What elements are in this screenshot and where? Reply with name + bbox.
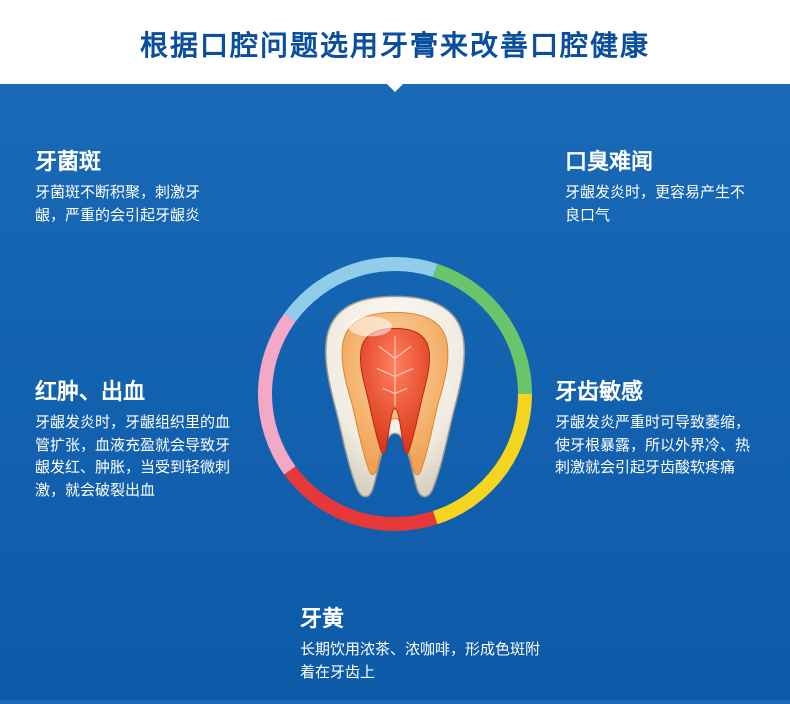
item-sensitivity: 牙齿敏感 牙龈发炎严重时可导致萎缩，使牙根暴露，所以外界冷、热刺激就会引起牙齿酸…: [555, 374, 755, 480]
item-bleeding: 红肿、出血 牙龈发炎时，牙龈组织里的血管扩张，血液充盈就会导致牙龈发红、肿胀，当…: [35, 374, 235, 502]
item-title: 口臭难闻: [565, 144, 755, 176]
item-desc: 牙龈发炎时，更容易产生不良口气: [565, 182, 755, 227]
item-desc: 牙龈发炎时，牙龈组织里的血管扩张，血液充盈就会导致牙龈发红、肿胀，当受到轻微刺激…: [35, 412, 235, 502]
content-area: 牙菌斑 牙菌斑不断积聚，刺激牙龈，严重的会引起牙龈炎 口臭难闻 牙龈发炎时，更容…: [0, 84, 790, 704]
item-desc: 牙菌斑不断积聚，刺激牙龈，严重的会引起牙龈炎: [35, 182, 225, 227]
item-yellowing: 牙黄 长期饮用浓茶、浓咖啡，形成色斑附着在牙齿上: [300, 601, 540, 684]
main-title: 根据口腔问题选用牙膏来改善口腔健康: [0, 24, 790, 64]
item-title: 红肿、出血: [35, 374, 235, 406]
item-title: 牙黄: [300, 601, 540, 633]
tooth-illustration: [305, 288, 485, 508]
item-title: 牙菌斑: [35, 144, 225, 176]
item-plaque: 牙菌斑 牙菌斑不断积聚，刺激牙龈，严重的会引起牙龈炎: [35, 144, 225, 227]
item-desc: 牙龈发炎严重时可导致萎缩，使牙根暴露，所以外界冷、热刺激就会引起牙齿酸软疼痛: [555, 412, 755, 480]
header: 根据口腔问题选用牙膏来改善口腔健康: [0, 0, 790, 84]
item-bad-breath: 口臭难闻 牙龈发炎时，更容易产生不良口气: [565, 144, 755, 227]
item-desc: 长期饮用浓茶、浓咖啡，形成色斑附着在牙齿上: [300, 639, 540, 684]
item-title: 牙齿敏感: [555, 374, 755, 406]
